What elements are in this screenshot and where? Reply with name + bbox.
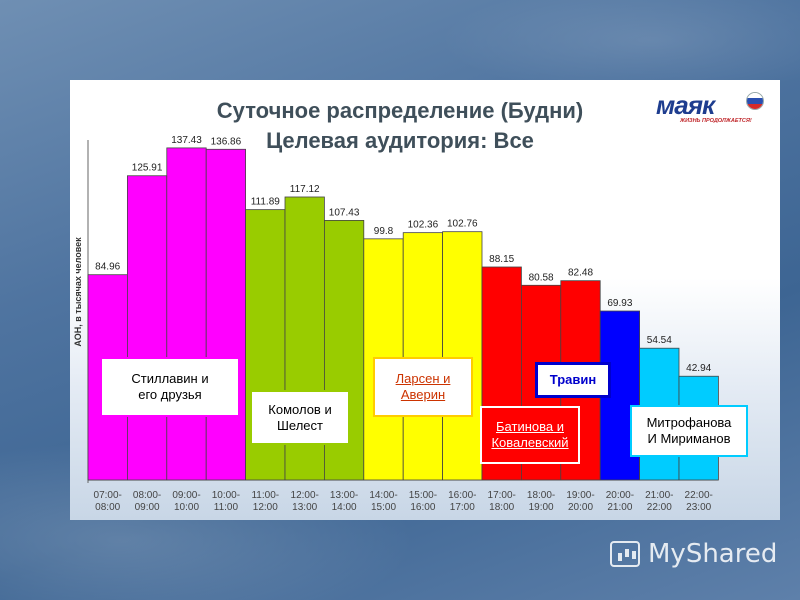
chart-title: Суточное распределение (Будни) bbox=[216, 98, 584, 123]
value-label-7: 99.8 bbox=[374, 226, 394, 237]
host-label-komolov: Комолов и Шелест bbox=[250, 390, 350, 445]
y-axis-label: АОН, в тысячах человек bbox=[73, 237, 83, 347]
x-tick-label-15-0: 22:00- bbox=[685, 490, 713, 501]
presentation-icon bbox=[610, 541, 640, 567]
flag-stripe-middle bbox=[747, 98, 763, 104]
x-tick-label-11-0: 18:00- bbox=[527, 490, 555, 501]
x-tick-label-9-1: 17:00 bbox=[450, 502, 475, 513]
value-label-5: 117.12 bbox=[290, 184, 320, 195]
x-tick-label-14-1: 22:00 bbox=[647, 502, 672, 513]
value-label-13: 69.93 bbox=[607, 298, 632, 309]
bar-1 bbox=[127, 175, 168, 481]
host-label-mitrofanova: Митрофанова И Мириманов bbox=[630, 405, 748, 457]
x-tick-label-6-1: 14:00 bbox=[332, 502, 357, 513]
value-label-15: 42.94 bbox=[686, 363, 711, 374]
x-tick-label-14-0: 21:00- bbox=[645, 490, 673, 501]
x-tick-label-3-0: 10:00- bbox=[212, 490, 240, 501]
flag-icon bbox=[746, 92, 764, 110]
value-label-4: 111.89 bbox=[251, 197, 281, 208]
x-tick-label-15-1: 23:00 bbox=[686, 502, 711, 513]
chart-subtitle: Целевая аудитория: Все bbox=[266, 128, 534, 153]
x-tick-label-7-0: 14:00- bbox=[369, 490, 397, 501]
x-tick-label-13-1: 21:00 bbox=[607, 502, 632, 513]
value-label-2: 137.43 bbox=[171, 135, 202, 146]
x-tick-label-6-0: 13:00- bbox=[330, 490, 358, 501]
x-tick-label-12-0: 19:00- bbox=[566, 490, 594, 501]
x-tick-label-10-0: 17:00- bbox=[488, 490, 516, 501]
watermark: MyShared bbox=[610, 536, 777, 572]
x-tick-label-12-1: 20:00 bbox=[568, 502, 593, 513]
value-label-6: 107.43 bbox=[329, 207, 360, 218]
x-tick-label-11-1: 19:00 bbox=[529, 502, 554, 513]
value-label-11: 80.58 bbox=[529, 272, 554, 283]
x-tick-label-8-0: 15:00- bbox=[409, 490, 437, 501]
host-label-batinova: Батинова и Ковалевский bbox=[480, 406, 580, 464]
value-label-10: 88.15 bbox=[489, 254, 514, 265]
x-tick-label-10-1: 18:00 bbox=[489, 502, 514, 513]
x-tick-label-13-0: 20:00- bbox=[606, 490, 634, 501]
x-tick-label-9-0: 16:00- bbox=[448, 490, 476, 501]
x-tick-label-7-1: 15:00 bbox=[371, 502, 396, 513]
flag-stripe-top bbox=[747, 93, 763, 99]
value-label-1: 125.91 bbox=[132, 163, 163, 174]
logo-tagline: ЖИЗНЬ ПРОДОЛЖАЕТСЯ! bbox=[680, 118, 752, 124]
value-label-0: 84.96 bbox=[95, 262, 120, 273]
x-tick-label-1-0: 08:00- bbox=[133, 490, 161, 501]
x-tick-label-0-1: 08:00 bbox=[95, 502, 120, 513]
bar-9 bbox=[442, 231, 483, 481]
value-label-3: 136.86 bbox=[211, 136, 242, 147]
mayak-logo: маяк ЖИЗНЬ ПРОДОЛЖАЕТСЯ! bbox=[656, 90, 766, 130]
x-tick-label-2-1: 10:00 bbox=[174, 502, 199, 513]
x-tick-label-2-0: 09:00- bbox=[172, 490, 200, 501]
bar-2 bbox=[166, 147, 207, 481]
value-label-12: 82.48 bbox=[568, 268, 593, 279]
x-tick-label-4-0: 11:00- bbox=[251, 490, 279, 501]
host-label-stillavin: Стиллавин и его друзья bbox=[100, 357, 240, 417]
value-label-9: 102.76 bbox=[447, 219, 478, 230]
x-tick-label-5-1: 13:00 bbox=[292, 502, 317, 513]
value-label-14: 54.54 bbox=[647, 335, 672, 346]
host-label-travin: Травин bbox=[535, 362, 611, 398]
watermark-text: MyShared bbox=[648, 539, 778, 569]
logo-word: маяк bbox=[656, 90, 715, 120]
bar-3 bbox=[205, 148, 246, 481]
x-tick-label-8-1: 16:00 bbox=[410, 502, 435, 513]
x-tick-label-0-0: 07:00- bbox=[94, 490, 122, 501]
value-label-8: 102.36 bbox=[408, 220, 439, 231]
x-tick-label-5-0: 12:00- bbox=[291, 490, 319, 501]
host-label-larsen: Ларсен и Аверин bbox=[373, 357, 473, 417]
x-tick-label-4-1: 12:00 bbox=[253, 502, 278, 513]
x-tick-label-1-1: 09:00 bbox=[135, 502, 160, 513]
x-tick-label-3-1: 11:00 bbox=[214, 502, 239, 513]
flag-stripe-bottom bbox=[747, 103, 763, 109]
